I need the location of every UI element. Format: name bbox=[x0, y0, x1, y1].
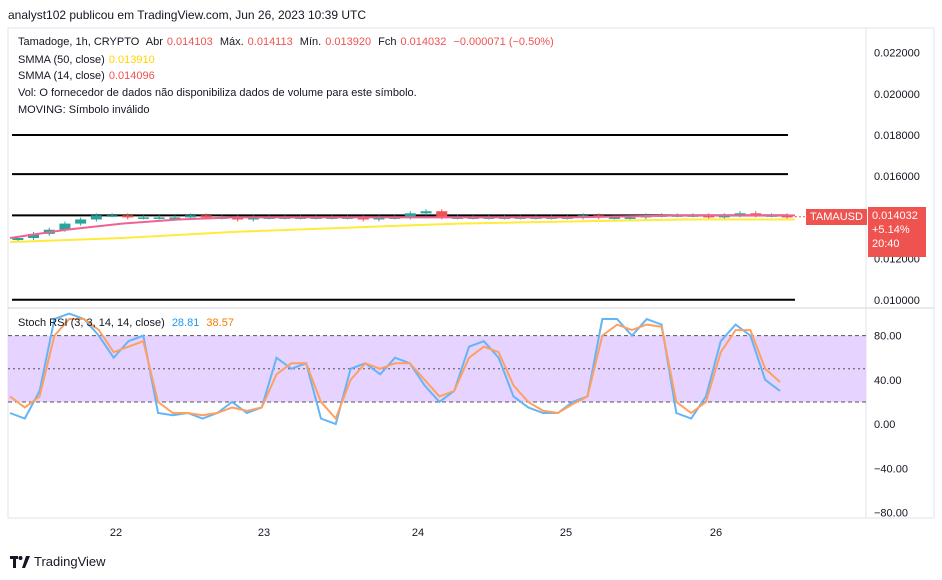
chart-frame bbox=[7, 27, 935, 519]
change-value: −0.000071 (−0.50%) bbox=[453, 36, 554, 48]
candle-body bbox=[106, 215, 118, 217]
candle-body bbox=[59, 223, 71, 230]
stoch-tick-label: −80.00 bbox=[874, 507, 908, 519]
price-tick-label: 0.018000 bbox=[874, 130, 920, 142]
candle-body bbox=[28, 233, 40, 238]
smma14-line bbox=[9, 214, 795, 239]
open-label: Abr bbox=[145, 36, 163, 48]
stoch-tick-label: −40.00 bbox=[874, 463, 908, 475]
stoch-d-value: 38.57 bbox=[206, 317, 234, 329]
open-value: 0.014103 bbox=[166, 36, 213, 48]
stoch-tick-label: 80.00 bbox=[874, 331, 902, 343]
price-tick-label: 0.016000 bbox=[874, 171, 920, 183]
smma50-label: SMMA (50, close) bbox=[18, 54, 105, 66]
price-tick-label: 0.010000 bbox=[874, 295, 920, 307]
candle-body bbox=[436, 211, 448, 218]
tradingview-logo-icon bbox=[10, 555, 30, 568]
tradingview-brand: TradingView bbox=[34, 554, 106, 569]
overbought-oversold-band bbox=[8, 335, 866, 402]
close-label: Fch bbox=[378, 36, 397, 48]
price-tick-label: 0.020000 bbox=[874, 89, 920, 101]
candle-body bbox=[169, 217, 181, 219]
publisher-line: analyst102 publicou em TradingView.com, … bbox=[8, 8, 366, 22]
candle-body bbox=[608, 217, 620, 219]
candle-body bbox=[373, 217, 385, 220]
stoch-d-line bbox=[9, 318, 781, 421]
price-tick-label: 0.022000 bbox=[874, 48, 920, 60]
stoch-legend[interactable]: Stoch RSI (3, 3, 14, 14, close) 28.81 38… bbox=[18, 317, 238, 329]
symbol-legend: Tamadoge, 1h, CRYPTO Abr 0.014103 Máx. 0.0… bbox=[18, 36, 558, 48]
stoch-k-value: 28.81 bbox=[171, 317, 200, 329]
candle-body bbox=[750, 213, 762, 216]
high-value: 0.014113 bbox=[247, 36, 293, 48]
candle-body bbox=[781, 215, 793, 218]
candle-countdown: 20:40 bbox=[872, 238, 900, 250]
moving-note: MOVING: Símbolo inválido bbox=[18, 104, 150, 116]
candle-body bbox=[624, 217, 636, 219]
candle-body bbox=[137, 217, 149, 219]
time-tick-label: 23 bbox=[258, 527, 270, 539]
tradingview-logo[interactable]: TradingView bbox=[10, 554, 106, 569]
candle-body bbox=[420, 211, 432, 214]
price-pane: 0.0220000.0200000.0180000.0160000.012000… bbox=[9, 48, 920, 307]
smma50-legend[interactable]: SMMA (50, close) 0.013910 bbox=[18, 54, 159, 66]
candle-body bbox=[153, 217, 165, 219]
symbol-name[interactable]: Tamadoge, 1h, CRYPTO bbox=[18, 36, 140, 48]
candle-body bbox=[75, 219, 87, 224]
candle-body bbox=[185, 215, 197, 218]
close-value: 0.014032 bbox=[400, 36, 447, 48]
stoch-tick-label: 40.00 bbox=[874, 375, 902, 387]
high-label: Máx. bbox=[219, 36, 244, 48]
stoch-tick-label: 0.00 bbox=[874, 419, 895, 431]
time-tick-label: 26 bbox=[710, 527, 722, 539]
candle-body bbox=[90, 215, 102, 220]
stoch-rsi-pane: 80.00 40.00 0.00 −40.00 −80.00 bbox=[8, 312, 908, 519]
stoch-k-line bbox=[9, 312, 781, 426]
candle-body bbox=[12, 238, 24, 241]
low-label: Mín. bbox=[299, 36, 322, 48]
candle-body bbox=[718, 215, 730, 218]
time-tick-label: 25 bbox=[560, 527, 572, 539]
time-tick-label: 22 bbox=[110, 527, 122, 539]
time-tick-label: 24 bbox=[412, 527, 424, 539]
volume-note: Vol: O fornecedor de dados não disponibi… bbox=[18, 87, 417, 99]
last-price-pct: +5.14% bbox=[872, 224, 910, 236]
low-value: 0.013920 bbox=[325, 36, 372, 48]
candle-body bbox=[200, 215, 212, 218]
smma14-label: SMMA (14, close) bbox=[18, 70, 105, 82]
ticker-tag: TAMAUSD bbox=[806, 209, 867, 225]
last-price-tag: 0.014032 +5.14% 20:40 bbox=[868, 207, 926, 257]
candle-body bbox=[357, 217, 369, 220]
candle-body bbox=[232, 217, 244, 220]
time-axis: 22 23 24 25 26 bbox=[110, 527, 722, 539]
stoch-label: Stoch RSI (3, 3, 14, 14, close) bbox=[18, 317, 165, 329]
smma50-line bbox=[9, 218, 795, 244]
candle-body bbox=[247, 217, 259, 220]
smma14-value: 0.014096 bbox=[108, 70, 155, 82]
smma50-value: 0.013910 bbox=[108, 54, 155, 66]
last-price: 0.014032 bbox=[872, 210, 918, 222]
smma14-legend[interactable]: SMMA (14, close) 0.014096 bbox=[18, 70, 159, 82]
candle-body bbox=[734, 213, 746, 216]
candle-body bbox=[404, 213, 416, 218]
candle-body bbox=[122, 215, 134, 218]
candle-body bbox=[703, 215, 715, 218]
